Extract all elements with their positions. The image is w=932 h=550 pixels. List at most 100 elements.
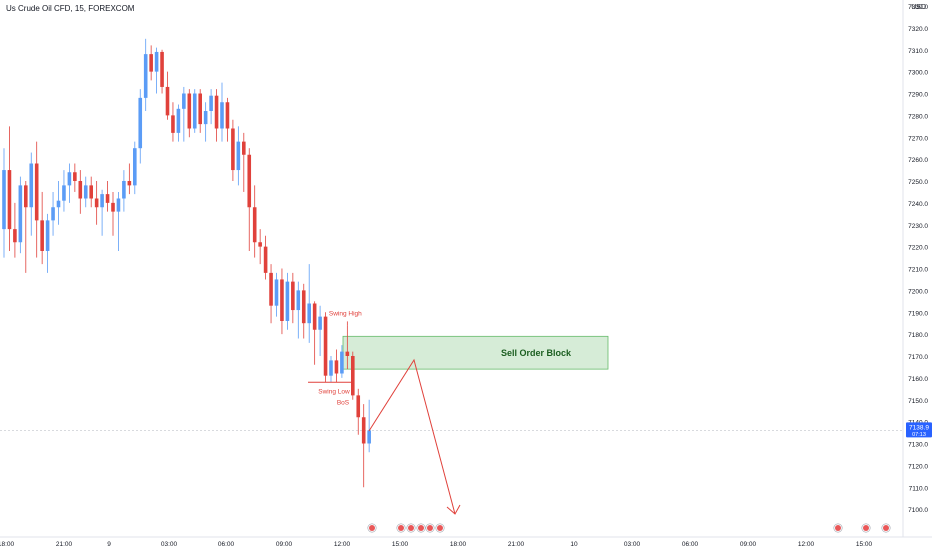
candle-body bbox=[214, 95, 219, 129]
x-tick-label: 9 bbox=[107, 541, 111, 548]
y-tick-label: 7160.0 bbox=[908, 376, 928, 383]
x-tick-label: 06:00 bbox=[218, 541, 235, 548]
last-price-countdown: 07:13 bbox=[912, 432, 926, 438]
sell-order-block-label: Sell Order Block bbox=[501, 348, 572, 358]
event-flag-icon-fill bbox=[427, 525, 433, 531]
candle-body bbox=[127, 181, 132, 186]
y-tick-label: 7310.0 bbox=[908, 48, 928, 55]
candle-body bbox=[340, 351, 344, 374]
y-tick-label: 7290.0 bbox=[908, 92, 928, 99]
bos-label: BoS bbox=[337, 399, 350, 406]
candle-body bbox=[269, 272, 273, 306]
candle-body bbox=[29, 163, 34, 208]
event-flag-icon-fill bbox=[369, 525, 375, 531]
y-tick-label: 7180.0 bbox=[908, 332, 928, 339]
candle-body bbox=[165, 86, 170, 116]
candle-body bbox=[78, 181, 83, 199]
candle-body bbox=[187, 93, 192, 129]
x-tick-label: 18:00 bbox=[450, 541, 467, 548]
x-tick-label: 09:00 bbox=[740, 541, 757, 548]
y-tick-label: 7200.0 bbox=[908, 288, 928, 295]
candle-body bbox=[351, 356, 355, 396]
last-price-value: 7138.9 bbox=[909, 424, 929, 431]
candle-body bbox=[13, 229, 17, 243]
x-tick-label: 18:00 bbox=[0, 541, 15, 548]
candle-body bbox=[242, 141, 246, 155]
candle-body bbox=[160, 51, 164, 87]
y-tick-label: 7260.0 bbox=[908, 157, 928, 164]
candle-body bbox=[138, 97, 143, 149]
candle-body bbox=[94, 198, 99, 208]
y-tick-label: 7300.0 bbox=[908, 70, 928, 77]
event-flag-icon-fill bbox=[437, 525, 443, 531]
y-tick-label: 7210.0 bbox=[908, 267, 928, 274]
event-flag-icon-fill bbox=[863, 525, 869, 531]
y-tick-label: 7220.0 bbox=[908, 245, 928, 252]
y-tick-label: 7120.0 bbox=[908, 463, 928, 470]
candle-body bbox=[274, 279, 279, 306]
candle-body bbox=[252, 207, 257, 243]
candle-body bbox=[133, 148, 137, 186]
y-tick-label: 7330.0 bbox=[908, 4, 928, 11]
candle-body bbox=[143, 54, 148, 98]
x-tick-label: 15:00 bbox=[856, 541, 873, 548]
sell-order-block-zone bbox=[342, 335, 609, 370]
swing-high-label: Swing High bbox=[329, 310, 362, 317]
candle-body bbox=[83, 185, 88, 199]
y-tick-label: 7230.0 bbox=[908, 223, 928, 230]
candle-body bbox=[2, 170, 6, 230]
candle-body bbox=[361, 417, 366, 444]
y-tick-label: 7240.0 bbox=[908, 201, 928, 208]
y-tick-label: 7270.0 bbox=[908, 135, 928, 142]
candle-body bbox=[285, 281, 290, 321]
candle-body bbox=[111, 202, 115, 212]
event-flag-icon-fill bbox=[835, 525, 841, 531]
x-tick-label: 10 bbox=[570, 541, 578, 548]
projection-arrowhead bbox=[446, 504, 461, 515]
currency-label[interactable]: USD bbox=[911, 4, 926, 11]
candle-body bbox=[149, 54, 153, 72]
event-flag-icon-fill bbox=[883, 525, 889, 531]
candle-body bbox=[45, 220, 50, 251]
x-tick-label: 03:00 bbox=[161, 541, 178, 548]
candle-body bbox=[89, 185, 93, 199]
candle-body bbox=[34, 163, 39, 221]
candle-body bbox=[122, 181, 126, 199]
candle-body bbox=[296, 290, 301, 311]
candle-body bbox=[291, 281, 295, 311]
y-tick-label: 7280.0 bbox=[908, 113, 928, 120]
y-tick-label: 7250.0 bbox=[908, 179, 928, 186]
candle-body bbox=[312, 303, 317, 330]
candle-body bbox=[329, 360, 333, 376]
candle-body bbox=[280, 279, 284, 321]
candle-body bbox=[51, 207, 55, 221]
event-flag-icon-fill bbox=[408, 525, 414, 531]
x-tick-label: 06:00 bbox=[682, 541, 699, 548]
candle-body bbox=[225, 102, 230, 129]
candle-body bbox=[367, 430, 371, 444]
candle-body bbox=[154, 51, 159, 72]
candle-body bbox=[105, 194, 110, 203]
candle-body bbox=[192, 93, 197, 129]
y-tick-label: 7320.0 bbox=[908, 26, 928, 33]
x-tick-label: 09:00 bbox=[276, 541, 293, 548]
x-tick-label: 03:00 bbox=[624, 541, 641, 548]
candle-body bbox=[356, 395, 361, 418]
projection-path bbox=[368, 358, 456, 515]
candle-body bbox=[7, 170, 12, 230]
event-flag-icon-fill bbox=[418, 525, 424, 531]
candle-body bbox=[209, 95, 213, 111]
candle-body bbox=[258, 242, 262, 247]
y-tick-label: 7130.0 bbox=[908, 442, 928, 449]
candle-body bbox=[24, 185, 28, 208]
chart-title: Us Crude Oil CFD, 15, FOREXCOM bbox=[6, 4, 135, 13]
candle-body bbox=[116, 198, 121, 212]
candle-body bbox=[318, 316, 322, 330]
x-tick-label: 21:00 bbox=[508, 541, 525, 548]
y-tick-label: 7100.0 bbox=[908, 507, 928, 514]
y-tick-label: 7110.0 bbox=[909, 485, 929, 492]
candle-body bbox=[203, 111, 208, 125]
y-tick-label: 7190.0 bbox=[908, 310, 928, 317]
